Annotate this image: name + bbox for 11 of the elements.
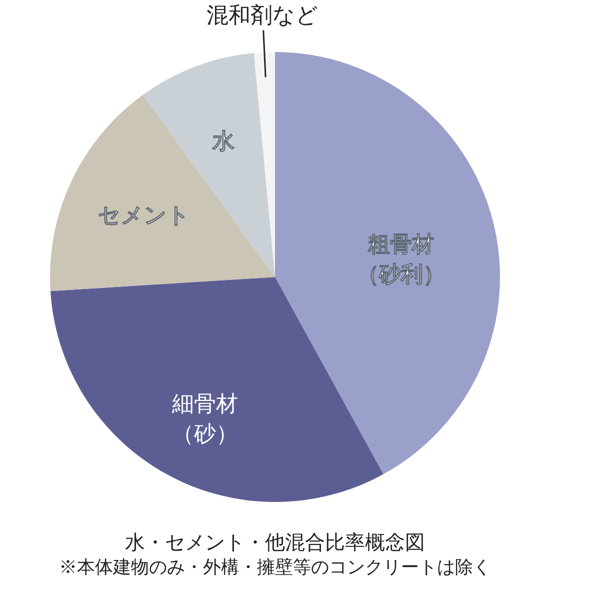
text: ※本体建物のみ・外構・擁壁等のコンクリートは除く: [59, 557, 491, 578]
slice-label: 水: [212, 129, 235, 154]
slice-label: 混和剤など: [206, 3, 319, 28]
text: 水・セメント・他混合比率概念図: [125, 530, 425, 554]
pie-slice: [254, 52, 275, 277]
pie-slice: [50, 94, 275, 292]
slice-label: 細骨材（砂）: [171, 392, 238, 448]
pie-slice: [142, 53, 275, 277]
slice-label: 粗骨材（砂利）: [356, 232, 445, 288]
slice-label: セメント: [98, 203, 190, 228]
pie-slice: [275, 52, 500, 474]
